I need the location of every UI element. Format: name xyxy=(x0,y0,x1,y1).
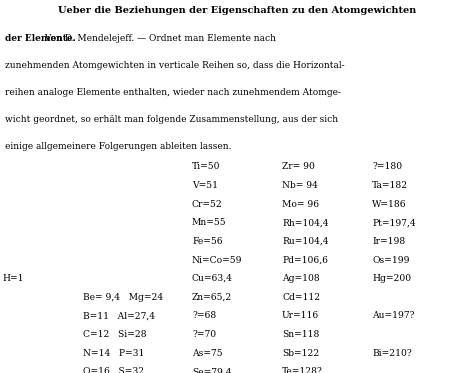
Text: Ni=Co=59: Ni=Co=59 xyxy=(192,256,243,264)
Text: reihen analoge Elemente enthalten, wieder nach zunehmendem Atomge-: reihen analoge Elemente enthalten, wiede… xyxy=(5,88,341,97)
Text: Cd=112: Cd=112 xyxy=(282,293,320,302)
Text: Von D. Mendelejeff. — Ordnet man Elemente nach: Von D. Mendelejeff. — Ordnet man Element… xyxy=(42,34,276,43)
Text: Sb=122: Sb=122 xyxy=(282,349,319,358)
Text: Se=79,4: Se=79,4 xyxy=(192,367,231,373)
Text: Ta=182: Ta=182 xyxy=(372,181,408,190)
Text: ?=70: ?=70 xyxy=(192,330,216,339)
Text: Mo= 96: Mo= 96 xyxy=(282,200,319,209)
Text: As=75: As=75 xyxy=(192,349,223,358)
Text: Nb= 94: Nb= 94 xyxy=(282,181,318,190)
Text: der Elemente.: der Elemente. xyxy=(5,34,76,43)
Text: N=14   P=31: N=14 P=31 xyxy=(83,349,144,358)
Text: ?=180: ?=180 xyxy=(372,162,402,171)
Text: Mn=55: Mn=55 xyxy=(192,218,227,227)
Text: O=16   S=32: O=16 S=32 xyxy=(83,367,144,373)
Text: V=51: V=51 xyxy=(192,181,218,190)
Text: Rh=104,4: Rh=104,4 xyxy=(282,218,328,227)
Text: Cu=63,4: Cu=63,4 xyxy=(192,274,233,283)
Text: Hg=200: Hg=200 xyxy=(372,274,411,283)
Text: Cr=52: Cr=52 xyxy=(192,200,223,209)
Text: Sn=118: Sn=118 xyxy=(282,330,319,339)
Text: Ti=50: Ti=50 xyxy=(192,162,220,171)
Text: Ur=116: Ur=116 xyxy=(282,311,319,320)
Text: Zn=65,2: Zn=65,2 xyxy=(192,293,232,302)
Text: Ru=104,4: Ru=104,4 xyxy=(282,237,328,246)
Text: Ir=198: Ir=198 xyxy=(372,237,405,246)
Text: einige allgemeinere Folgerungen ableiten lassen.: einige allgemeinere Folgerungen ableiten… xyxy=(5,142,231,151)
Text: H=1: H=1 xyxy=(2,274,24,283)
Text: W=186: W=186 xyxy=(372,200,407,209)
Text: Be= 9,4   Mg=24: Be= 9,4 Mg=24 xyxy=(83,293,163,302)
Text: Os=199: Os=199 xyxy=(372,256,410,264)
Text: Au=197?: Au=197? xyxy=(372,311,415,320)
Text: Pd=106,6: Pd=106,6 xyxy=(282,256,328,264)
Text: Ag=108: Ag=108 xyxy=(282,274,320,283)
Text: Zr= 90: Zr= 90 xyxy=(282,162,315,171)
Text: Pt=197,4: Pt=197,4 xyxy=(372,218,416,227)
Text: B=11   Al=27,4: B=11 Al=27,4 xyxy=(83,311,155,320)
Text: C=12   Si=28: C=12 Si=28 xyxy=(83,330,146,339)
Text: Fe=56: Fe=56 xyxy=(192,237,223,246)
Text: wicht geordnet, so erhält man folgende Zusammenstellung, aus der sich: wicht geordnet, so erhält man folgende Z… xyxy=(5,115,338,124)
Text: Bi=210?: Bi=210? xyxy=(372,349,412,358)
Text: Te=128?: Te=128? xyxy=(282,367,323,373)
Text: zunehmenden Atomgewichten in verticale Reihen so, dass die Horizontal-: zunehmenden Atomgewichten in verticale R… xyxy=(5,61,345,70)
Text: ?=68: ?=68 xyxy=(192,311,216,320)
Text: Ueber die Beziehungen der Eigenschaften zu den Atomgewichten: Ueber die Beziehungen der Eigenschaften … xyxy=(58,6,416,15)
